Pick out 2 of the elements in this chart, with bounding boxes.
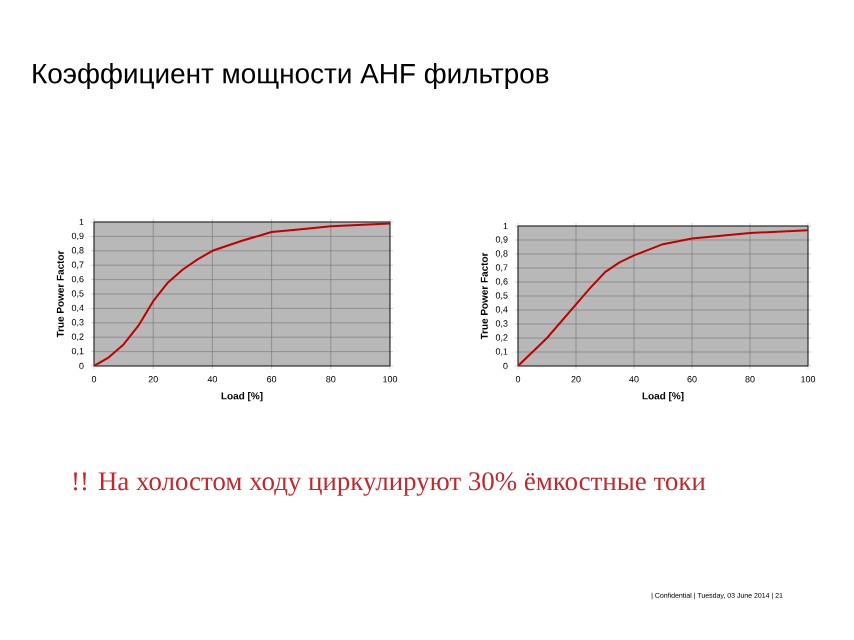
text: !! На холостом ходу циркулируют 30% ёмкостные токи bbox=[73, 472, 706, 496]
chart-title: Коэффициент мощности AHF фильтров bbox=[33, 62, 549, 89]
